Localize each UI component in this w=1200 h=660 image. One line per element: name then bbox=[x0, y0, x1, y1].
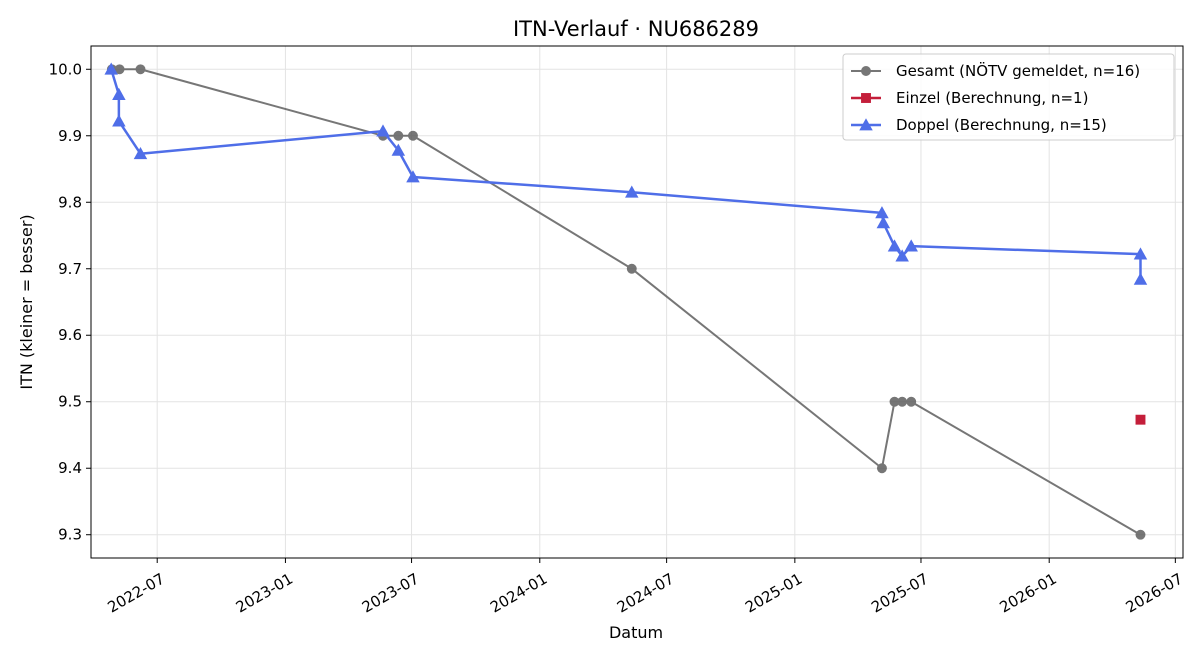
data-point bbox=[904, 239, 918, 252]
x-tick-label: 2026-07 bbox=[1123, 570, 1186, 617]
data-point bbox=[112, 87, 126, 100]
data-point bbox=[391, 143, 406, 156]
x-tick-label: 2024-07 bbox=[614, 570, 677, 617]
data-point bbox=[887, 239, 902, 252]
data-point bbox=[895, 249, 909, 262]
plot-frame bbox=[90, 45, 1184, 559]
data-point bbox=[406, 170, 420, 183]
legend-marker bbox=[861, 66, 871, 76]
data-point bbox=[393, 130, 404, 141]
legend-label: Gesamt (NÖTV gemeldet, n=16) bbox=[896, 61, 1140, 80]
legend: Gesamt (NÖTV gemeldet, n=16) Einzel (Bere… bbox=[842, 53, 1175, 141]
series-triangle bbox=[104, 62, 1148, 285]
data-point bbox=[1135, 529, 1146, 540]
y-tick-label: 10.0 bbox=[49, 60, 82, 78]
data-point bbox=[875, 206, 889, 219]
data-point bbox=[407, 130, 418, 141]
legend-item bbox=[851, 118, 881, 131]
series-layer bbox=[104, 62, 1148, 540]
y-tick-label: 9.5 bbox=[58, 393, 82, 411]
legend-marker bbox=[859, 118, 873, 131]
x-tick-label: 2024-01 bbox=[487, 570, 550, 617]
axes: 2022-07 2023-01 2023-07 2024-01 2024-07 2025-… bbox=[49, 60, 1186, 616]
y-tick-label: 9.6 bbox=[58, 326, 82, 344]
x-tick-label: 2025-01 bbox=[742, 570, 805, 617]
legend-item bbox=[851, 66, 881, 76]
legend-marker bbox=[861, 93, 871, 103]
y-tick-label: 9.9 bbox=[58, 127, 82, 145]
data-point bbox=[376, 124, 390, 137]
chart-title: ITN-Verlauf · NU686289 bbox=[513, 17, 759, 41]
legend-label: Einzel (Berechnung, n=1) bbox=[896, 89, 1088, 107]
y-tick-label: 9.3 bbox=[58, 526, 82, 544]
y-tick-label: 9.7 bbox=[58, 260, 82, 278]
data-point bbox=[112, 114, 126, 127]
data-point bbox=[626, 263, 637, 274]
data-point bbox=[133, 146, 148, 160]
series-circle bbox=[106, 64, 1146, 540]
data-point bbox=[1135, 414, 1146, 425]
y-tick-label: 9.8 bbox=[58, 193, 82, 211]
data-point bbox=[135, 64, 146, 75]
x-tick-label: 2025-07 bbox=[868, 570, 931, 617]
x-axis-label: Datum bbox=[609, 623, 663, 642]
data-point bbox=[889, 396, 900, 407]
data-point bbox=[1133, 247, 1148, 260]
data-point bbox=[906, 396, 917, 407]
legend-label: Doppel (Berechnung, n=15) bbox=[896, 116, 1107, 134]
data-point bbox=[876, 216, 891, 229]
data-point bbox=[104, 62, 118, 75]
y-axis-label: ITN (kleiner = besser) bbox=[17, 214, 36, 389]
x-tick-label: 2026-01 bbox=[997, 570, 1060, 617]
grid bbox=[91, 46, 1183, 558]
x-tick-label: 2022-07 bbox=[105, 570, 168, 617]
series-square bbox=[1135, 414, 1146, 425]
x-tick-label: 2023-07 bbox=[359, 570, 422, 617]
y-tick-label: 9.4 bbox=[58, 459, 82, 477]
legend-box bbox=[842, 53, 1175, 141]
data-point bbox=[1133, 272, 1148, 285]
x-tick-label: 2023-01 bbox=[233, 570, 296, 617]
data-point bbox=[625, 185, 639, 198]
data-point bbox=[876, 463, 887, 474]
data-point bbox=[897, 396, 908, 407]
legend-item bbox=[851, 93, 881, 103]
data-point bbox=[114, 64, 125, 75]
